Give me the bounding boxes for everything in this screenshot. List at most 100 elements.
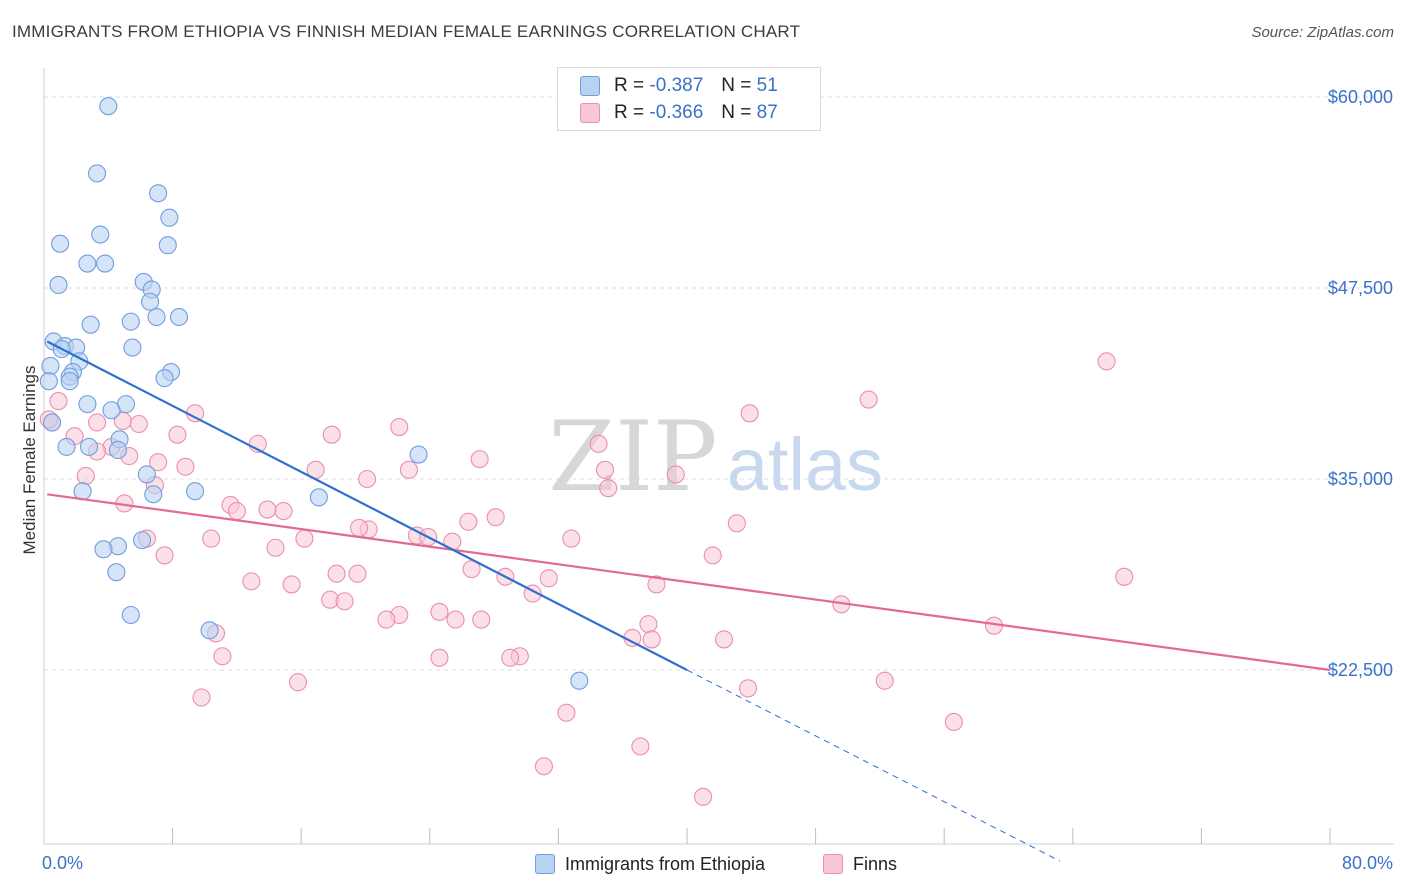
legend-n-label: N = — [721, 102, 752, 123]
finns-point — [694, 787, 713, 806]
legend-row-ethiopia: R = -0.387 N = 51 — [580, 74, 778, 98]
finns-point — [350, 518, 369, 537]
ethiopia-point — [87, 164, 107, 183]
ethiopia-point — [147, 307, 166, 327]
finns-point — [875, 671, 894, 690]
ethiopia-point — [144, 485, 163, 504]
y-tick-label: $35,000 — [1328, 469, 1393, 489]
finns-point — [703, 546, 722, 565]
finns-point — [295, 529, 314, 548]
finns-point — [631, 737, 650, 756]
ethiopia-point — [99, 97, 118, 116]
finns-point — [557, 703, 576, 722]
finns-point — [149, 453, 168, 472]
ethiopia-point — [158, 236, 177, 255]
chart-title: IMMIGRANTS FROM ETHIOPIA VS FINNISH MEDI… — [12, 22, 801, 41]
ethiopia-point — [137, 465, 156, 484]
finns-point — [1115, 567, 1134, 586]
ethiopia-point — [49, 275, 68, 294]
ethiopia-point — [91, 225, 110, 244]
finns-point — [390, 417, 409, 437]
finns-point — [348, 564, 367, 583]
ethiopia-point — [121, 312, 140, 331]
ethiopia-point — [186, 482, 205, 501]
finns-point — [49, 392, 68, 411]
legend-label-ethiopia: Immigrants from Ethiopia — [565, 853, 766, 874]
finns-point — [595, 460, 615, 479]
finns-point — [727, 514, 746, 533]
finns-point — [462, 560, 481, 579]
ethiopia-point — [42, 413, 62, 432]
finns-point — [539, 569, 558, 588]
finns-point — [740, 404, 759, 423]
ethiopia-point — [78, 395, 97, 414]
y-tick-label: $47,500 — [1328, 278, 1393, 298]
ethiopia-point — [79, 437, 99, 456]
finns-point — [358, 469, 377, 489]
ethiopia-point — [94, 540, 113, 559]
bottom-legend-ethiopia: Immigrants from Ethiopia — [535, 851, 765, 877]
bottom-legend-finns: Finns — [823, 851, 897, 877]
finns-point — [327, 564, 346, 583]
correlation-legend: R = -0.387 N = 51 R = -0.366 N = 87 — [557, 67, 821, 131]
finns-point — [714, 630, 734, 649]
ethiopia-point — [123, 338, 142, 357]
ethiopia-point — [149, 184, 168, 203]
finns-trend-line — [47, 493, 1331, 672]
finns-point — [534, 757, 553, 776]
x-tick-label: 0.0% — [42, 853, 83, 873]
ethiopia-point — [155, 369, 174, 388]
y-tick-label: $60,000 — [1328, 87, 1393, 107]
trend-lines — [46, 340, 1331, 862]
legend-label-finns: Finns — [853, 853, 898, 874]
finns-point — [666, 465, 685, 484]
legend-r-label: R = — [614, 75, 645, 96]
ethiopia-point — [51, 234, 70, 253]
finns-point — [168, 425, 187, 444]
finns-point — [213, 647, 232, 666]
finns-point — [470, 450, 489, 469]
ethiopia-trend-extension — [686, 669, 1061, 862]
x-tick-label: 80.0% — [1342, 853, 1393, 873]
source-label: Source: ZipAtlas.com — [1251, 24, 1394, 41]
finns-point — [562, 529, 581, 548]
finns-point — [192, 688, 211, 707]
finns-point — [227, 502, 246, 521]
axes — [43, 68, 1394, 845]
ethiopia-point — [133, 531, 152, 550]
finns-point — [202, 529, 221, 548]
finns-point — [430, 648, 449, 667]
finns-point — [739, 679, 758, 698]
finns-point — [647, 575, 666, 594]
ethiopia-point — [41, 356, 60, 375]
ethiopia-point — [78, 254, 97, 273]
finns-point — [486, 508, 505, 527]
ethiopia-point — [81, 315, 100, 334]
ethiopia-legend-swatch-icon — [535, 854, 555, 874]
watermark: ZIP atlas — [548, 401, 883, 513]
ethiopia-point — [57, 437, 76, 456]
legend-r-value-ethiopia: -0.387 — [649, 75, 704, 96]
ethiopia-point — [409, 445, 428, 464]
finns-point — [377, 610, 396, 629]
ethiopia-point — [60, 372, 79, 391]
ethiopia-point — [96, 254, 115, 273]
finns-point — [472, 610, 491, 629]
finns-point — [642, 630, 661, 649]
finns-point — [639, 615, 658, 634]
tick-labels: $22,500 $35,000 $47,500 $60,000 0.0% 80.0% — [42, 87, 1393, 873]
finns-point — [399, 460, 418, 479]
finns-point — [335, 592, 354, 611]
finns-point — [322, 425, 341, 444]
finns-point — [1097, 352, 1116, 371]
finns-point — [501, 648, 520, 667]
finns-point — [599, 479, 618, 498]
finns-point — [155, 546, 174, 565]
y-tick-label: $22,500 — [1328, 660, 1393, 680]
finns-point — [129, 414, 148, 434]
legend-n-value-ethiopia: 51 — [756, 75, 778, 96]
finns-point — [176, 457, 195, 476]
ethiopia-point — [107, 563, 126, 582]
ethiopia-points — [39, 97, 589, 690]
ethiopia-swatch-icon — [580, 76, 600, 96]
